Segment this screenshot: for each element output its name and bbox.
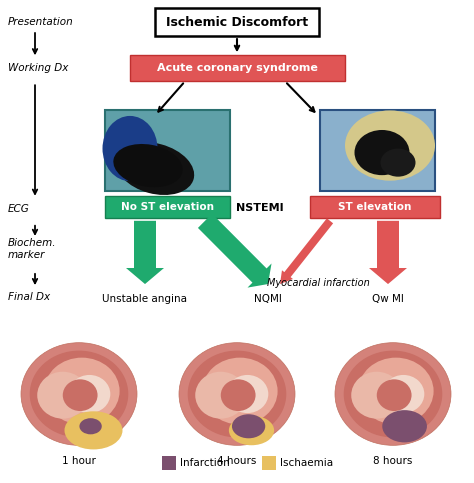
Bar — [262, 455, 276, 470]
Text: 4 hours: 4 hours — [217, 455, 257, 466]
Text: Working Dx: Working Dx — [8, 63, 68, 73]
FancyBboxPatch shape — [130, 55, 345, 81]
FancyBboxPatch shape — [310, 196, 440, 218]
Text: NSTEMI: NSTEMI — [236, 203, 284, 213]
Ellipse shape — [69, 375, 110, 413]
FancyArrow shape — [280, 218, 333, 284]
Text: Infarction: Infarction — [180, 458, 230, 468]
Ellipse shape — [383, 375, 424, 413]
Ellipse shape — [64, 412, 122, 450]
Ellipse shape — [232, 414, 265, 438]
Ellipse shape — [229, 415, 274, 445]
Ellipse shape — [377, 379, 411, 411]
FancyArrow shape — [126, 221, 164, 284]
Ellipse shape — [345, 111, 435, 181]
FancyArrow shape — [369, 221, 407, 284]
Ellipse shape — [80, 418, 102, 434]
Text: Unstable angina: Unstable angina — [102, 294, 188, 304]
Ellipse shape — [382, 410, 427, 442]
Ellipse shape — [30, 351, 128, 438]
Text: Acute coronary syndrome: Acute coronary syndrome — [157, 63, 318, 73]
Ellipse shape — [63, 379, 98, 411]
Text: Myocardial infarction: Myocardial infarction — [266, 278, 369, 288]
Ellipse shape — [37, 372, 88, 419]
Ellipse shape — [102, 116, 157, 181]
Ellipse shape — [344, 351, 442, 438]
Text: 8 hours: 8 hours — [374, 455, 413, 466]
Text: Final Dx: Final Dx — [8, 292, 50, 302]
Text: ECG: ECG — [8, 204, 30, 214]
Text: NQMI: NQMI — [254, 294, 282, 304]
Ellipse shape — [227, 375, 268, 413]
Text: Presentation: Presentation — [8, 17, 74, 27]
Ellipse shape — [21, 342, 137, 445]
Bar — [162, 455, 176, 470]
Text: No ST elevation: No ST elevation — [121, 202, 214, 212]
Ellipse shape — [179, 342, 295, 445]
Ellipse shape — [335, 342, 451, 445]
Ellipse shape — [381, 149, 416, 177]
Text: Ischemic Discomfort: Ischemic Discomfort — [166, 15, 308, 28]
Text: ST elevation: ST elevation — [338, 202, 412, 212]
Ellipse shape — [358, 357, 434, 425]
Text: 1 hour: 1 hour — [62, 455, 96, 466]
Ellipse shape — [202, 357, 278, 425]
Ellipse shape — [44, 357, 119, 425]
FancyArrow shape — [198, 213, 272, 287]
FancyBboxPatch shape — [105, 111, 230, 191]
Ellipse shape — [221, 379, 255, 411]
Ellipse shape — [113, 144, 182, 187]
Ellipse shape — [355, 130, 410, 175]
Ellipse shape — [116, 142, 194, 195]
Text: Qw MI: Qw MI — [372, 294, 404, 304]
FancyBboxPatch shape — [320, 111, 435, 191]
Text: Ischaemia: Ischaemia — [280, 458, 333, 468]
FancyBboxPatch shape — [155, 8, 319, 36]
FancyBboxPatch shape — [105, 196, 230, 218]
Ellipse shape — [188, 351, 286, 438]
Text: Biochem.
marker: Biochem. marker — [8, 238, 56, 260]
Ellipse shape — [195, 372, 246, 419]
Ellipse shape — [351, 372, 402, 419]
